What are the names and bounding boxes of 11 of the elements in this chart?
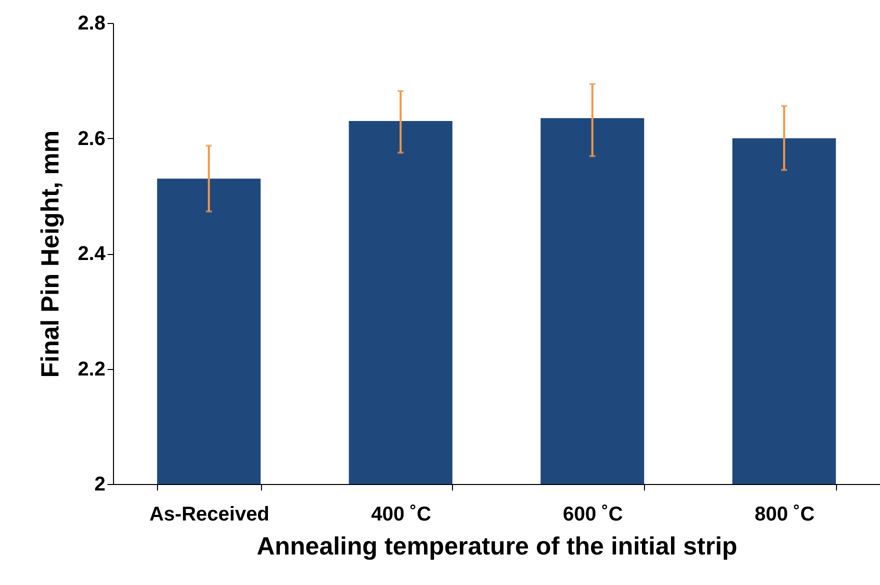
y-tick-label: 2.4 — [78, 243, 106, 265]
y-tick-label: 2.6 — [78, 128, 106, 150]
y-tick-label: 2.8 — [78, 12, 106, 34]
y-tick-label: 2 — [94, 474, 106, 496]
x-tick-label: 600 ˚C — [562, 504, 623, 526]
y-axis-title: Final Pin Height, mm — [36, 130, 65, 378]
x-axis-title: Annealing temperature of the initial strip — [256, 532, 738, 560]
y-tick-label: 2.2 — [78, 358, 106, 380]
x-tick-label: As-Received — [149, 504, 270, 526]
x-tick-label: 400 ˚C — [371, 504, 432, 526]
x-tick-label: 800 ˚C — [754, 504, 815, 526]
